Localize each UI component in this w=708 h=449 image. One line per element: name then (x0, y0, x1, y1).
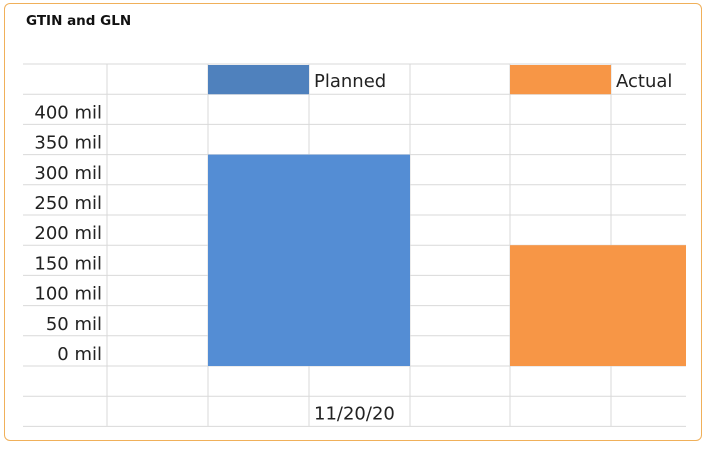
x-category-label: 11/20/20 (314, 403, 395, 424)
legend-swatch-actual (510, 65, 611, 95)
card-title: GTIN and GLN (26, 13, 132, 29)
legend-label-planned: Planned (314, 71, 386, 92)
y-tick-label: 400 mil (34, 102, 102, 123)
bars (208, 154, 686, 366)
y-tick-label: 300 mil (34, 163, 102, 184)
y-axis-ticks: 400 mil 350 mil 300 mil 250 mil 200 mil 150 m… (34, 102, 102, 365)
legend: Planned Actual (208, 65, 672, 95)
legend-label-actual: Actual (616, 71, 672, 92)
chart-card: GTIN and GLN Planned Actual 400 mil 350 mi… (4, 3, 702, 441)
bar-planned (208, 154, 410, 366)
y-tick-label: 50 mil (46, 314, 102, 335)
y-tick-label: 0 mil (57, 344, 102, 365)
x-axis-labels: 11/20/20 (314, 403, 395, 424)
y-tick-label: 100 mil (34, 284, 102, 305)
y-tick-label: 250 mil (34, 193, 102, 214)
legend-swatch-planned (208, 65, 309, 95)
y-tick-label: 350 mil (34, 133, 102, 154)
bar-actual (510, 245, 686, 366)
y-tick-label: 150 mil (34, 253, 102, 274)
bar-chart: Planned Actual 400 mil 350 mil 300 mil 250 m… (23, 63, 686, 427)
y-tick-label: 200 mil (34, 223, 102, 244)
